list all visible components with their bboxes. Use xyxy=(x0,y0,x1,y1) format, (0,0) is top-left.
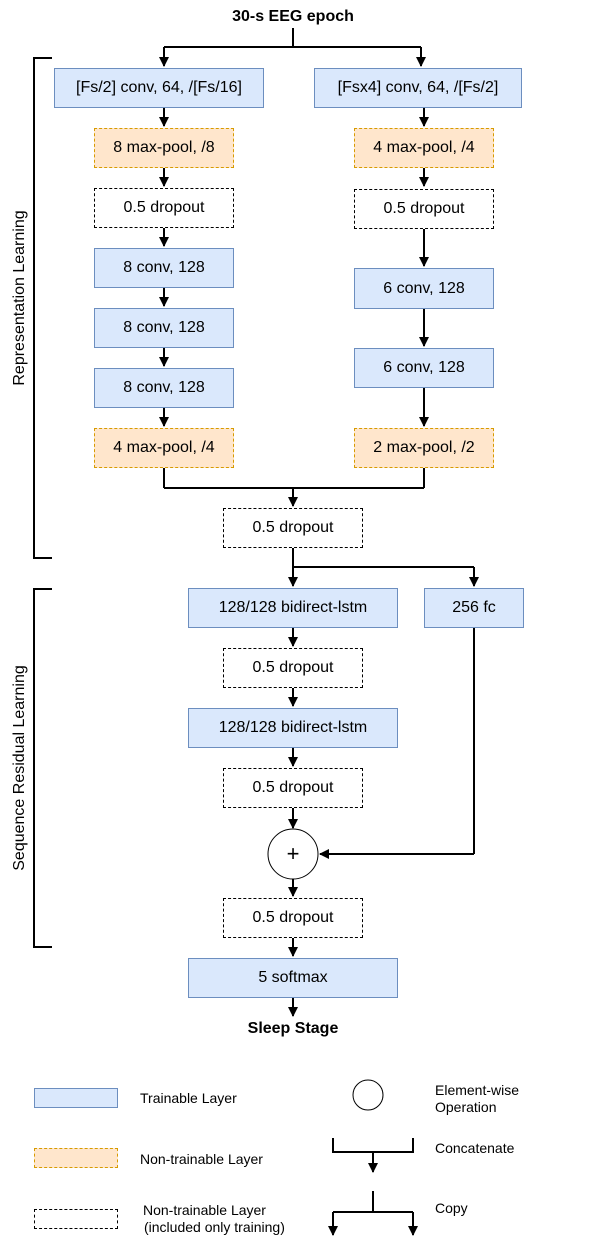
right-dropout-1: 0.5 dropout xyxy=(354,189,494,229)
legend-trainable-label: Trainable Layer xyxy=(140,1090,237,1106)
section-label-representation: Representation Learning xyxy=(11,210,28,386)
left-conv-2: 8 conv, 128 xyxy=(94,248,234,288)
merge-dropout: 0.5 dropout xyxy=(223,508,363,548)
input-title: 30-s EEG epoch xyxy=(232,8,354,25)
left-conv-3: 8 conv, 128 xyxy=(94,308,234,348)
elementwise-add-node xyxy=(267,828,319,880)
lstm-2: 128/128 bidirect-lstm xyxy=(188,708,398,748)
legend-nontrainable-label: Non-trainable Layer xyxy=(140,1151,263,1167)
left-maxpool-2: 4 max-pool, /4 xyxy=(94,428,234,468)
legend-elementwise-line2: Operation xyxy=(435,1099,497,1115)
legend-trainable-swatch xyxy=(34,1088,118,1108)
softmax-layer: 5 softmax xyxy=(188,958,398,998)
section-label-sequence: Sequence Residual Learning xyxy=(11,665,28,871)
legend-nontrainable-swatch xyxy=(34,1148,118,1168)
right-conv-1: [Fsx4] conv, 64, /[Fs/2] xyxy=(314,68,522,108)
fc-layer: 256 fc xyxy=(424,588,524,628)
right-maxpool-1: 4 max-pool, /4 xyxy=(354,128,494,168)
seq-dropout-2: 0.5 dropout xyxy=(223,768,363,808)
seq-dropout-3: 0.5 dropout xyxy=(223,898,363,938)
plus-symbol: + xyxy=(286,841,300,866)
legend-dropout-label-line2: (included only training) xyxy=(144,1219,285,1235)
left-maxpool-1: 8 max-pool, /8 xyxy=(94,128,234,168)
legend-concatenate-label: Concatenate xyxy=(435,1140,515,1156)
output-label: Sleep Stage xyxy=(247,1020,339,1037)
legend-elementwise-icon xyxy=(352,1079,384,1111)
left-dropout-1: 0.5 dropout xyxy=(94,188,234,228)
left-conv-1: [Fs/2] conv, 64, /[Fs/16] xyxy=(54,68,264,108)
legend-dropout-swatch xyxy=(34,1209,118,1229)
legend-dropout-label-line1: Non-trainable Layer xyxy=(143,1202,266,1218)
left-conv-4: 8 conv, 128 xyxy=(94,368,234,408)
right-conv-3: 6 conv, 128 xyxy=(354,348,494,388)
legend-copy-label: Copy xyxy=(435,1200,468,1216)
right-maxpool-2: 2 max-pool, /2 xyxy=(354,428,494,468)
lstm-1: 128/128 bidirect-lstm xyxy=(188,588,398,628)
seq-dropout-1: 0.5 dropout xyxy=(223,648,363,688)
legend-elementwise-line1: Element-wise xyxy=(435,1082,520,1098)
right-conv-2: 6 conv, 128 xyxy=(354,268,494,309)
